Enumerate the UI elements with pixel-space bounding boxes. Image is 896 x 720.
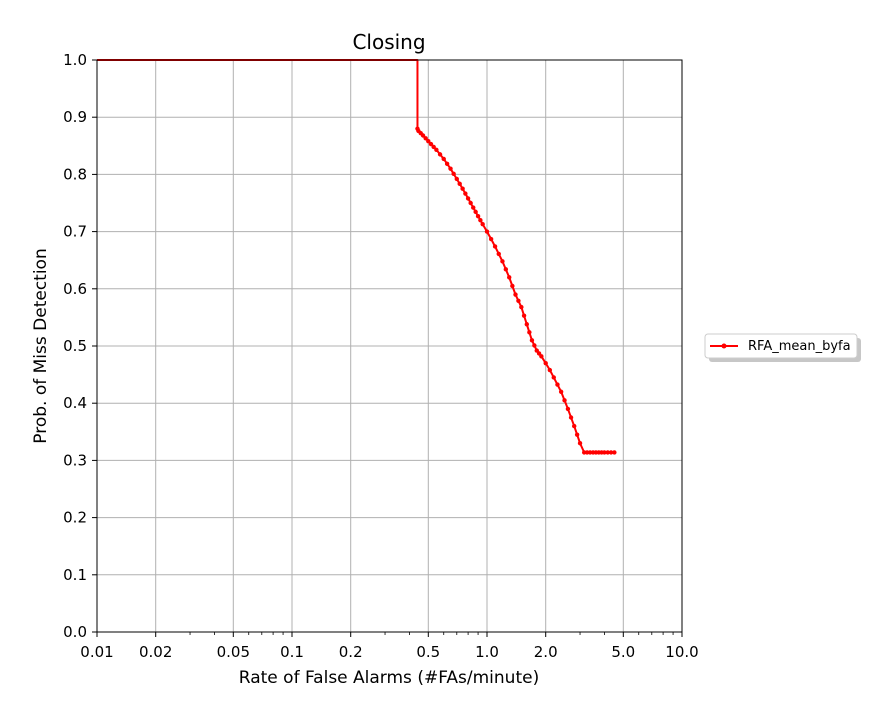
series-point — [431, 144, 436, 150]
y-tick-label: 0.0 — [63, 623, 87, 641]
x-axis-label: Rate of False Alarms (#FAs/minute) — [239, 668, 539, 688]
legend-point-marker — [721, 343, 727, 349]
series-point — [532, 343, 537, 348]
series-layer — [97, 59, 617, 455]
series-point — [568, 415, 574, 420]
series-point — [496, 251, 501, 257]
series-point — [572, 423, 577, 429]
series-point — [503, 267, 509, 272]
series-point — [547, 367, 553, 373]
series-point — [565, 406, 571, 412]
series-point — [423, 136, 428, 141]
y-tick-label: 0.9 — [63, 108, 87, 126]
series-point — [562, 398, 567, 403]
series-point — [460, 186, 465, 191]
series-point — [574, 432, 580, 437]
y-tick-label: 0.7 — [63, 223, 87, 241]
series-line — [97, 59, 615, 454]
x-tick-label: 0.02 — [139, 643, 172, 661]
series-point — [602, 450, 607, 455]
chart-title: Closing — [352, 30, 425, 54]
series-point — [426, 139, 431, 144]
series-point — [510, 283, 515, 289]
x-tick-label: 0.2 — [339, 643, 363, 661]
series-point — [473, 209, 478, 215]
y-tick-label: 0.1 — [63, 566, 87, 584]
series-point — [478, 217, 483, 223]
y-tick-label: 1.0 — [63, 51, 87, 69]
series-point — [543, 360, 548, 366]
series-point — [471, 205, 476, 210]
series-point — [519, 304, 524, 310]
series-point — [451, 171, 456, 177]
x-tick-label: 5.0 — [611, 643, 635, 661]
x-tick-label: 0.1 — [280, 643, 304, 661]
series-point — [529, 338, 535, 343]
series-point — [448, 166, 453, 171]
x-tick-label: 2.0 — [534, 643, 558, 661]
series-point — [612, 450, 617, 455]
series-point — [539, 354, 544, 359]
series-point — [428, 141, 434, 147]
series-point — [558, 389, 564, 394]
series-point — [465, 196, 471, 201]
y-tick-label: 0.3 — [63, 451, 87, 469]
x-tick-label: 10.0 — [665, 643, 698, 661]
series-point — [437, 152, 443, 157]
series-point — [441, 156, 446, 162]
series-point — [516, 298, 521, 304]
ticks: 0.01 0.02 0.05 0.1 0.2 0.5 1.0 2.0 5.0 10.0 0.0 0.1… — [63, 51, 699, 661]
series-point — [457, 181, 462, 187]
series-point — [524, 322, 529, 327]
series-point — [480, 221, 485, 227]
legend-box — [704, 333, 858, 359]
y-tick-label: 0.6 — [63, 280, 87, 298]
x-tick-label: 0.01 — [80, 643, 113, 661]
series-point — [468, 200, 473, 206]
series-point — [434, 147, 439, 152]
series-point — [513, 292, 518, 297]
x-tick-label: 0.5 — [416, 643, 440, 661]
legend-entry: RFA_mean_byfa — [748, 339, 851, 354]
y-tick-label: 0.4 — [63, 394, 87, 412]
series-point — [555, 382, 560, 387]
series-point — [577, 441, 583, 446]
series-point — [507, 275, 512, 280]
y-axis-label: Prob. of Miss Detection — [31, 248, 51, 443]
y-tick-label: 0.2 — [63, 509, 87, 527]
x-tick-label: 1.0 — [475, 643, 499, 661]
y-tick-label: 0.5 — [63, 337, 87, 355]
series-point — [488, 236, 494, 242]
series-point — [420, 133, 426, 138]
series-point — [463, 191, 468, 196]
series-point — [484, 229, 490, 234]
legend: RFA_mean_byfa — [704, 333, 861, 362]
series-point — [500, 259, 505, 264]
series-point — [608, 450, 614, 455]
series-point — [605, 450, 610, 455]
grid — [96, 59, 683, 633]
series-point — [527, 330, 532, 335]
series-point — [454, 176, 459, 182]
series-point — [492, 244, 498, 249]
series-point — [551, 375, 556, 380]
series-point — [444, 161, 450, 167]
x-tick-label: 0.05 — [217, 643, 250, 661]
series-point — [475, 213, 481, 219]
y-tick-label: 0.8 — [63, 165, 87, 183]
series-point — [521, 313, 527, 318]
